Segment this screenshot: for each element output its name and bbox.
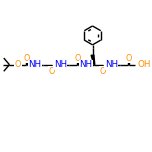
Text: NH: NH xyxy=(54,60,67,69)
Text: NH: NH xyxy=(28,60,41,69)
Text: O: O xyxy=(125,54,132,63)
Text: O: O xyxy=(23,54,30,63)
Text: O: O xyxy=(15,60,21,69)
Text: OH: OH xyxy=(138,60,151,69)
Text: NH: NH xyxy=(79,60,92,69)
Text: O: O xyxy=(49,67,55,76)
Text: O: O xyxy=(100,67,106,76)
Polygon shape xyxy=(91,55,95,65)
Text: O: O xyxy=(74,54,81,63)
Text: NH: NH xyxy=(105,60,118,69)
